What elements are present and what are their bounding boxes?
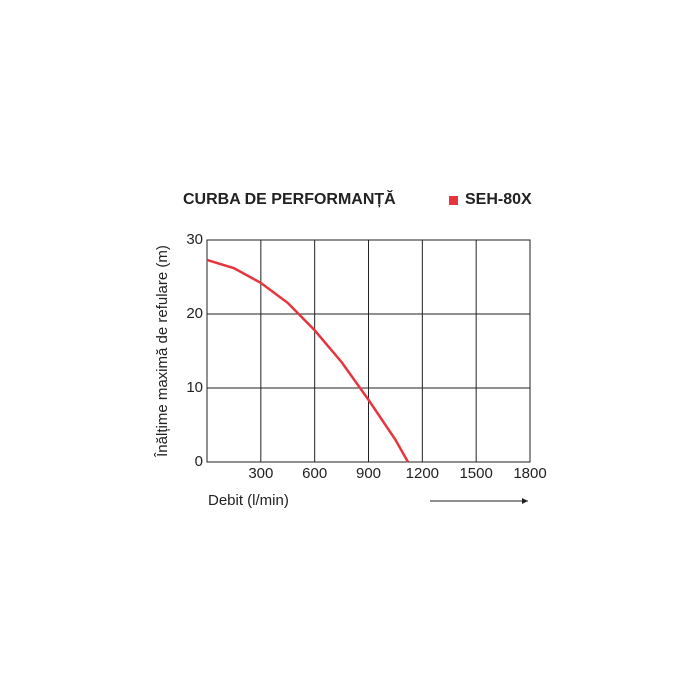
x-tick-label: 1800 [513,465,546,482]
y-tick-label: 10 [186,379,203,396]
x-axis-label: Debit (l/min) [208,492,289,509]
legend-swatch [449,196,458,205]
legend-label: SEH-80X [465,191,532,208]
y-axis-label: Înălțime maximă de refulare (m) [154,245,171,458]
y-tick-label: 0 [195,453,203,470]
x-tick-label: 900 [356,465,381,482]
y-tick-label: 20 [186,305,203,322]
y-tick-label: 30 [186,231,203,248]
chart-title: CURBA DE PERFORMANȚĂ [183,189,396,208]
arrow-head [522,498,528,504]
x-tick-label: 1500 [459,465,492,482]
data-line [206,258,410,463]
x-tick-label: 600 [302,465,327,482]
x-tick-label: 300 [248,465,273,482]
x-tick-label: 1200 [406,465,439,482]
